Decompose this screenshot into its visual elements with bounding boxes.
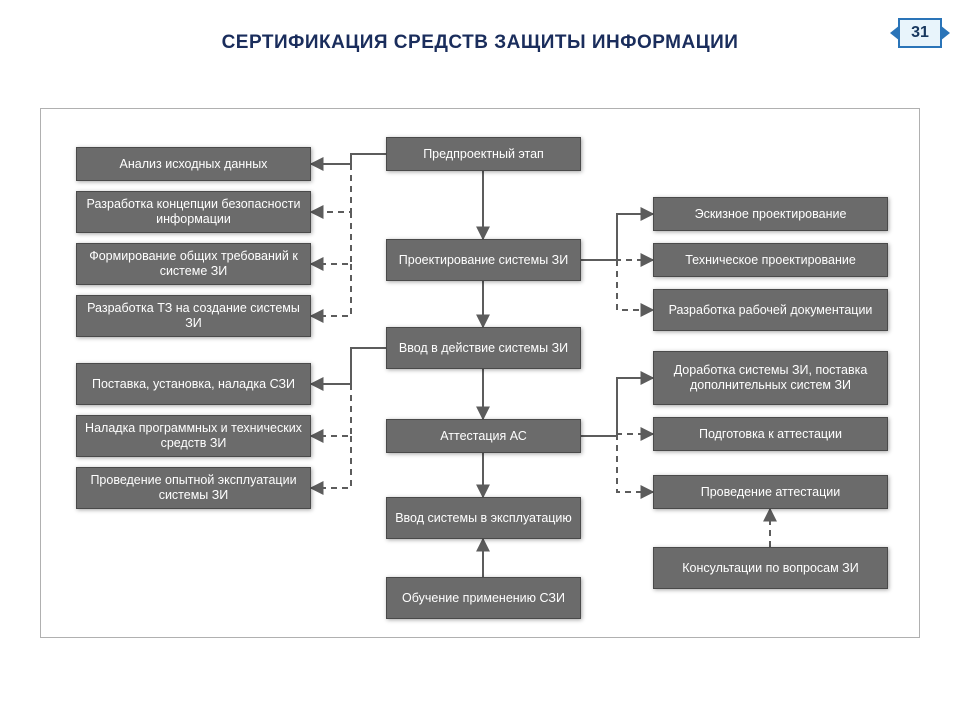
flowchart-node: Ввод в действие системы ЗИ bbox=[386, 327, 581, 369]
flowchart-node: Проведение опытной эксплуатации системы … bbox=[76, 467, 311, 509]
flowchart-node: Поставка, установка, наладка СЗИ bbox=[76, 363, 311, 405]
flowchart-edge bbox=[581, 378, 653, 436]
flowchart-edge bbox=[581, 214, 653, 260]
flowchart-edge bbox=[311, 154, 386, 164]
flowchart-node: Разработка концепции безопасности информ… bbox=[76, 191, 311, 233]
flowchart-edge bbox=[311, 264, 351, 316]
flowchart-node: Наладка программных и технических средст… bbox=[76, 415, 311, 457]
page-title: СЕРТИФИКАЦИЯ СРЕДСТВ ЗАЩИТЫ ИНФОРМАЦИИ bbox=[0, 32, 960, 54]
flowchart-node: Предпроектный этап bbox=[386, 137, 581, 171]
flowchart-node: Проведение аттестации bbox=[653, 475, 888, 509]
flowchart-node: Эскизное проектирование bbox=[653, 197, 888, 231]
flowchart-node: Ввод системы в эксплуатацию bbox=[386, 497, 581, 539]
flowchart-node: Доработка системы ЗИ, поставка дополните… bbox=[653, 351, 888, 405]
flowchart-edge bbox=[311, 164, 351, 212]
flowchart-node: Разработка рабочей документации bbox=[653, 289, 888, 331]
flowchart-edge bbox=[311, 384, 351, 436]
flowchart-node: Обучение применению СЗИ bbox=[386, 577, 581, 619]
flowchart-node: Подготовка к аттестации bbox=[653, 417, 888, 451]
flowchart-edge bbox=[311, 212, 351, 264]
flowchart-node: Анализ исходных данных bbox=[76, 147, 311, 181]
flowchart-node: Формирование общих требований к системе … bbox=[76, 243, 311, 285]
flowchart-edge bbox=[617, 214, 653, 260]
flowchart-edge bbox=[617, 434, 653, 492]
flowchart-node: Разработка ТЗ на создание системы ЗИ bbox=[76, 295, 311, 337]
flowchart-edge bbox=[617, 260, 653, 310]
flowchart-edge bbox=[617, 378, 653, 434]
flowchart-edge bbox=[311, 436, 351, 488]
flowchart-node: Техническое проектирование bbox=[653, 243, 888, 277]
flowchart-edge bbox=[311, 348, 386, 384]
flowchart-node: Аттестация АС bbox=[386, 419, 581, 453]
flowchart-node: Консультации по вопросам ЗИ bbox=[653, 547, 888, 589]
flowchart-node: Проектирование системы ЗИ bbox=[386, 239, 581, 281]
diagram-frame: Предпроектный этап Проектирование системы… bbox=[40, 108, 920, 638]
